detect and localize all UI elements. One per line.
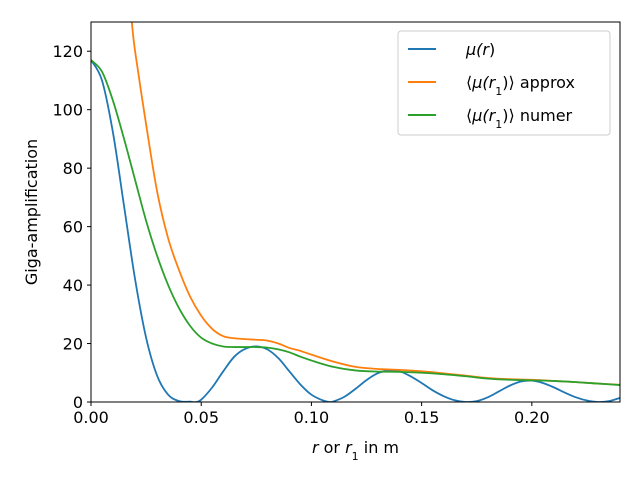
x-tick-label: 0.20 — [514, 408, 550, 427]
x-tick-label: 0.10 — [294, 408, 330, 427]
legend-label-2: ⟨μ(r1)⟩ approx — [466, 73, 575, 98]
y-tick-label: 80 — [63, 159, 83, 178]
x-tick-label: 0.00 — [73, 408, 109, 427]
x-axis-label: r or r1 in m — [312, 438, 399, 463]
y-tick-label: 40 — [63, 276, 83, 295]
y-tick-label: 0 — [73, 393, 83, 412]
y-axis: 0 20 40 60 80 100 120 — [52, 42, 91, 412]
legend-label-3: ⟨μ(r1)⟩ numer — [466, 106, 573, 131]
y-axis-label: Giga-amplification — [22, 139, 41, 285]
x-tick-label: 0.05 — [183, 408, 219, 427]
y-tick-label: 100 — [52, 101, 83, 120]
plot-area-frame — [90, 21, 621, 403]
legend-label-1: μ(r) — [465, 40, 495, 59]
legend-box — [397, 30, 611, 136]
y-tick-label: 120 — [52, 42, 83, 61]
legend: μ(r) ⟨μ(r1)⟩ approx ⟨μ(r1)⟩ numer — [397, 30, 611, 136]
x-axis: 0.00 0.05 0.10 0.15 0.20 — [73, 402, 550, 427]
series-layer — [91, 22, 620, 402]
y-tick-label: 20 — [63, 335, 83, 354]
y-tick-label: 60 — [63, 218, 83, 237]
x-tick-label: 0.15 — [404, 408, 440, 427]
series-line-3 — [91, 59, 620, 386]
